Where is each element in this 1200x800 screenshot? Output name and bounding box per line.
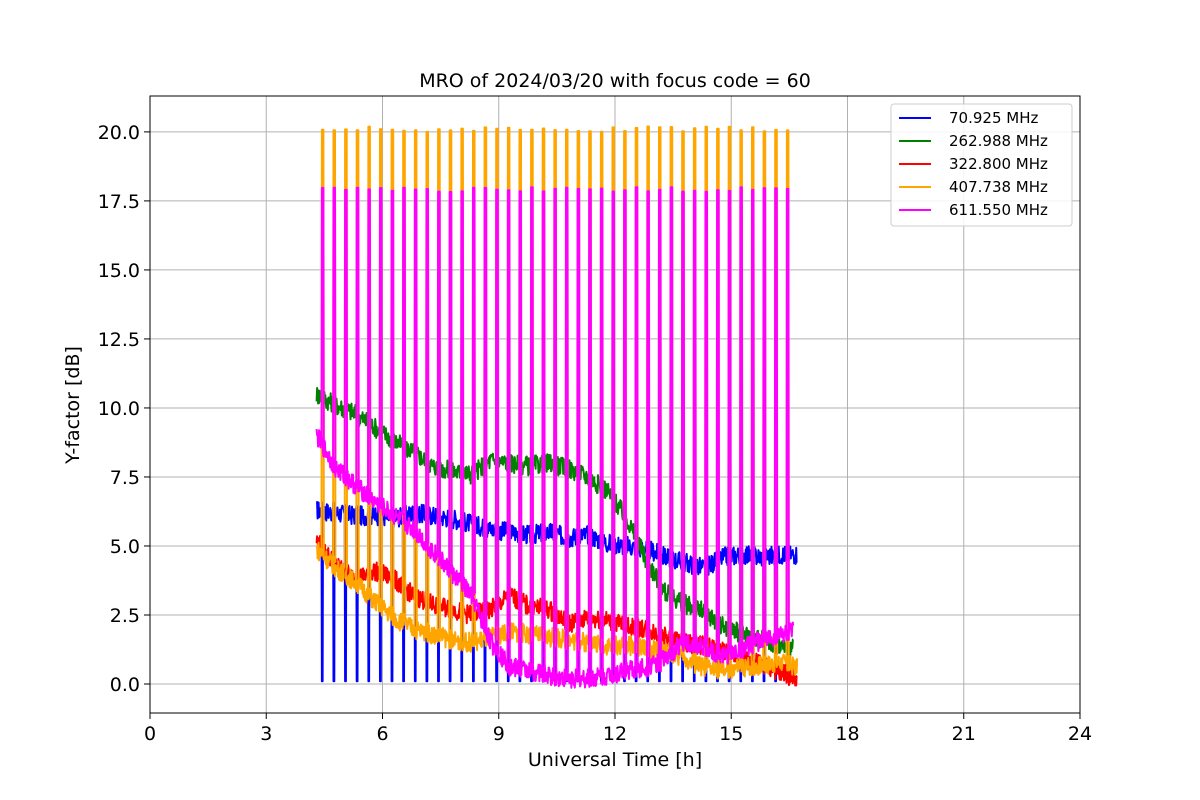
plot-series [315,125,799,689]
y-tick-label: 12.5 [98,329,140,351]
x-tick-label: 15 [719,723,743,745]
x-tick-label: 21 [952,723,976,745]
y-tick-label: 5.0 [110,536,140,558]
x-tick-label: 6 [376,723,388,745]
legend-label: 407.738 MHz [949,178,1048,196]
legend-label: 322.800 MHz [949,155,1048,173]
x-tick-label: 12 [603,723,627,745]
x-tick-label: 24 [1068,723,1092,745]
y-tick-label: 17.5 [98,191,140,213]
y-tick-label: 20.0 [98,122,140,144]
y-tick-label: 2.5 [110,605,140,627]
x-tick-label: 3 [260,723,272,745]
legend-box [890,103,1073,227]
x-tick-label: 18 [835,723,859,745]
legend-label: 262.988 MHz [949,132,1048,150]
chart-title: MRO of 2024/03/20 with focus code = 60 [419,70,811,92]
y-tick-label: 0.0 [110,674,140,696]
legend-label: 611.550 MHz [949,201,1048,219]
legend: 70.925 MHz 262.988 MHz 322.800 MHz 407.738 … [890,103,1073,227]
series-line-611-550-mhz [315,186,795,689]
legend-label: 70.925 MHz [949,109,1038,127]
y-axis-label: Y-factor [dB] [62,346,84,465]
y-tick-label: 15.0 [98,260,140,282]
y-tick-label: 10.0 [98,398,140,420]
x-axis-label: Universal Time [h] [528,749,702,771]
y-tick-label: 7.5 [110,467,140,489]
axis-ticks: 0 3 6 9 12 15 18 21 24 0.0 2.5 5.0 7.5 10.0 12.5 15.0 17… [98,122,1092,745]
x-tick-label: 9 [493,723,505,745]
x-tick-label: 0 [144,723,156,745]
